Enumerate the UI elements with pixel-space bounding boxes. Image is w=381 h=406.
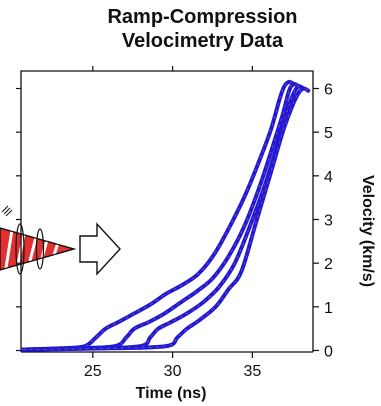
arrow-right-icon — [79, 222, 121, 276]
x-axis-label: Time (ns) — [136, 385, 207, 402]
x-tick-label: 25 — [84, 363, 102, 380]
series-fit-line-4 — [22, 88, 309, 350]
y-tick-label: 0 — [324, 344, 333, 361]
y-axis-label: Velocity (km/s) — [359, 175, 376, 287]
y-tick-label: 2 — [324, 256, 333, 273]
y-tick-label: 5 — [324, 125, 333, 142]
series-line-3 — [20, 84, 306, 352]
laser-beam-icon — [0, 205, 77, 275]
x-tick-label: 30 — [164, 363, 182, 380]
y-tick-label: 3 — [324, 213, 333, 230]
chart-title-line-1: Ramp-Compression — [107, 6, 298, 28]
series-fit-line-2 — [22, 83, 299, 350]
y-tick-label: 6 — [324, 82, 333, 99]
y-tick-label: 1 — [324, 300, 333, 317]
series-fit-line-3 — [22, 85, 304, 350]
y-tick-label: 4 — [324, 169, 333, 186]
plot-frame — [20, 70, 314, 352]
series-line-4 — [20, 86, 311, 352]
chart-title-line-2: Velocimetry Data — [121, 30, 284, 52]
x-tick-label: 35 — [243, 363, 261, 380]
series-fit-line-1 — [22, 81, 295, 350]
